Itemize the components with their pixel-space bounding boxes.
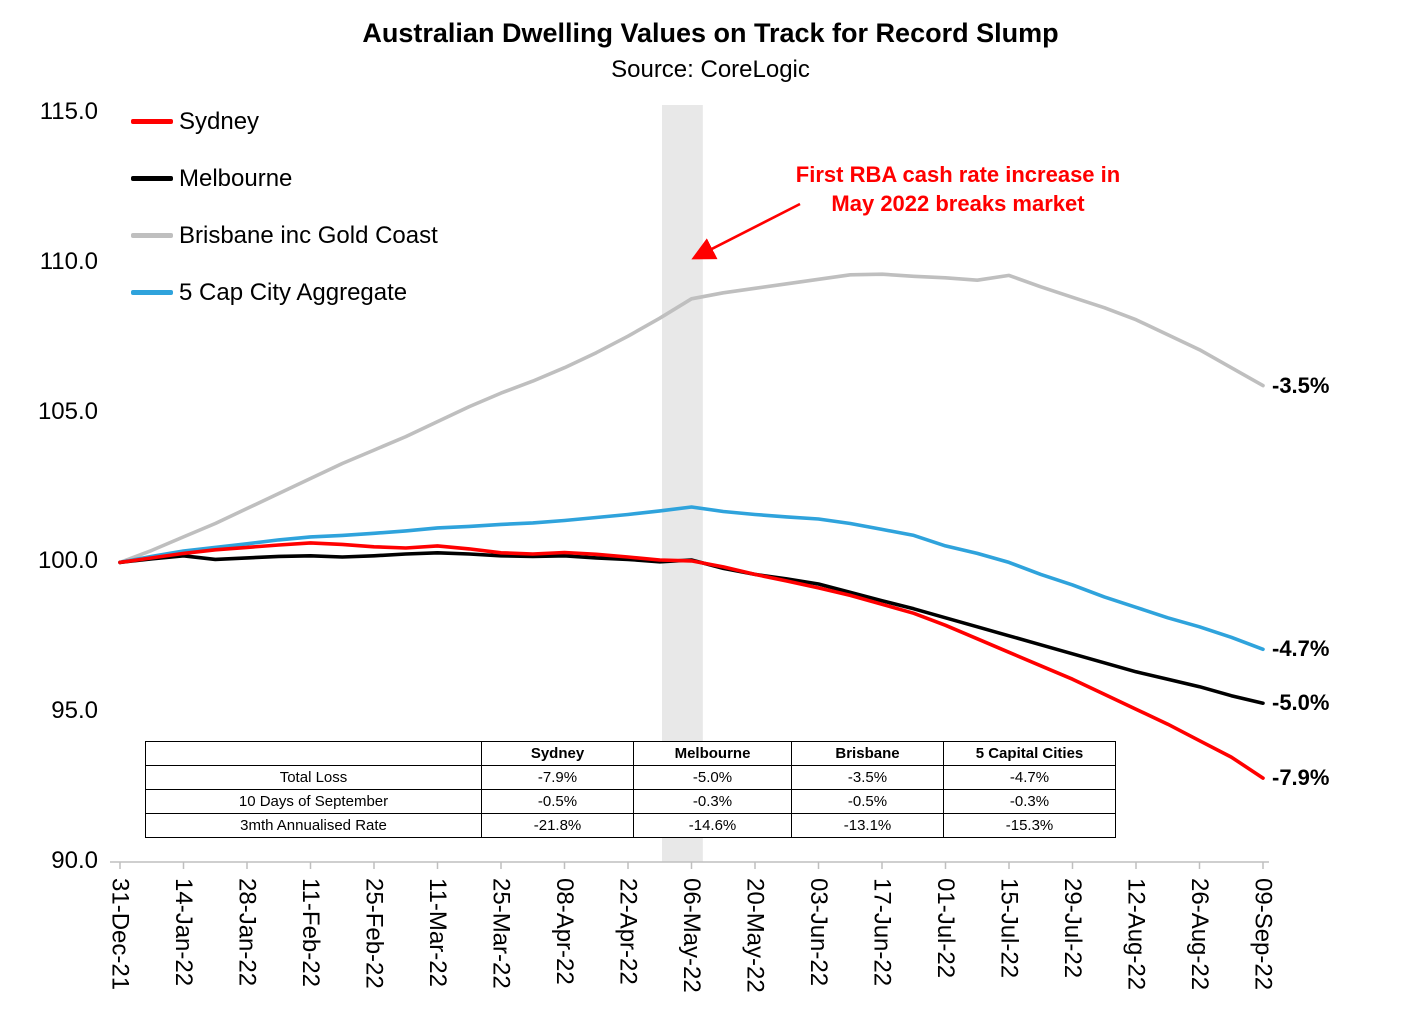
x-axis-label: 20-May-22 [742,878,769,993]
table-row-3mth-annualised-rate: 3mth Annualised Rate -21.8% -14.6% -13.1… [145,813,1116,838]
table-cell: -21.8% [481,813,634,838]
table-header-sydney: Sydney [481,741,634,766]
table-cell: -7.9% [481,765,634,790]
legend-item-melbourne: Melbourne [131,165,438,192]
x-axis-label: 08-Apr-22 [551,878,578,985]
legend-label-sydney: Sydney [179,107,260,135]
legend-item-brisbane: Brisbane inc Gold Coast [131,222,438,249]
legend-item-5-cap-city-aggregate: 5 Cap City Aggregate [131,279,438,306]
x-axis-label: 15-Jul-22 [996,878,1023,978]
legend-swatch-5-cap-city-aggregate [131,290,173,295]
end-label-brisbane: -3.5% [1272,372,1330,398]
x-axis-label: 17-Jun-22 [869,878,896,986]
x-axis-label: 31-Dec-21 [107,878,134,990]
legend-label-brisbane: Brisbane inc Gold Coast [179,221,438,249]
end-label-sydney: -7.9% [1272,765,1330,791]
table-cell: -13.1% [791,813,944,838]
table-row-total-loss: Total Loss -7.9% -5.0% -3.5% -4.7% [145,765,1116,790]
table-header-blank [145,741,482,766]
annotation-arrow [691,202,801,260]
table-row-10-days-of-september: 10 Days of September -0.5% -0.3% -0.5% -… [145,789,1116,814]
x-axis-label: 11-Mar-22 [424,878,451,987]
legend-swatch-brisbane [131,233,173,238]
table-cell: -0.5% [481,789,634,814]
table-cell: -0.5% [791,789,944,814]
series-line-brisbane-inc-gold-coast [118,272,1265,565]
table-cell: -0.3% [943,789,1116,814]
x-axis-label: 14-Jan-22 [170,878,197,986]
legend-swatch-sydney [131,119,173,124]
table-cell: -14.6% [633,813,792,838]
y-axis-label: 95.0 [51,697,98,725]
rba-annotation-line2: May 2022 breaks market [831,191,1085,217]
legend-label-melbourne: Melbourne [179,164,293,192]
x-axis-label: 25-Feb-22 [361,878,388,989]
table-row-label: 3mth Annualised Rate [145,813,482,838]
x-axis-label: 03-Jun-22 [805,878,832,986]
table-cell: -15.3% [943,813,1116,838]
end-label-melbourne: -5.0% [1272,690,1330,716]
table-cell: -4.7% [943,765,1116,790]
rba-annotation-line1: First RBA cash rate increase in [795,162,1121,187]
y-axis-label: 100.0 [37,547,98,575]
table-header-5-capital-cities: 5 Capital Cities [943,741,1116,766]
chart-source: Source: CoreLogic [611,56,810,83]
x-axis-label: 22-Apr-22 [615,878,642,985]
x-axis-label: 26-Aug-22 [1186,878,1213,990]
chart-legend: Sydney Melbourne Brisbane inc Gold Coast… [131,108,438,306]
x-axis-label: 11-Feb-22 [297,878,324,987]
table-header-row: Sydney Melbourne Brisbane 5 Capital Citi… [145,741,1116,766]
series-line-sydney [118,541,1265,780]
chart-title: Australian Dwelling Values on Track for … [362,18,1059,48]
table-row-label: Total Loss [145,765,482,790]
rba-annotation: First RBA cash rate increase in May 2022… [758,160,1158,218]
x-axis-label: 25-Mar-22 [488,878,515,989]
y-axis-label: 110.0 [39,247,98,275]
y-axis-label: 90.0 [51,847,98,874]
legend-label-5-cap-city-aggregate: 5 Cap City Aggregate [179,278,408,306]
end-label-5-cap-city-aggregate: -4.7% [1272,636,1330,662]
legend-swatch-melbourne [131,176,173,181]
summary-table: Sydney Melbourne Brisbane 5 Capital Citi… [145,741,1116,838]
x-axis-label: 29-Jul-22 [1059,878,1086,978]
y-axis-label: 105.0 [37,397,98,425]
table-header-brisbane: Brisbane [791,741,944,766]
table-row-label: 10 Days of September [145,789,482,814]
rba-highlight-band [662,105,703,862]
x-axis-label: 01-Jul-22 [932,878,959,978]
table-cell: -0.3% [633,789,792,814]
table-header-melbourne: Melbourne [633,741,792,766]
y-axis-label: 115.0 [39,98,98,125]
x-axis-label: 28-Jan-22 [234,878,261,986]
legend-item-sydney: Sydney [131,108,438,135]
x-axis-label: 09-Sep-22 [1250,878,1277,990]
x-axis-label: 12-Aug-22 [1123,878,1150,990]
x-axis-label: 06-May-22 [678,878,705,993]
table-cell: -3.5% [791,765,944,790]
series-line-5-cap-city-aggregate [118,505,1265,652]
table-cell: -5.0% [633,765,792,790]
